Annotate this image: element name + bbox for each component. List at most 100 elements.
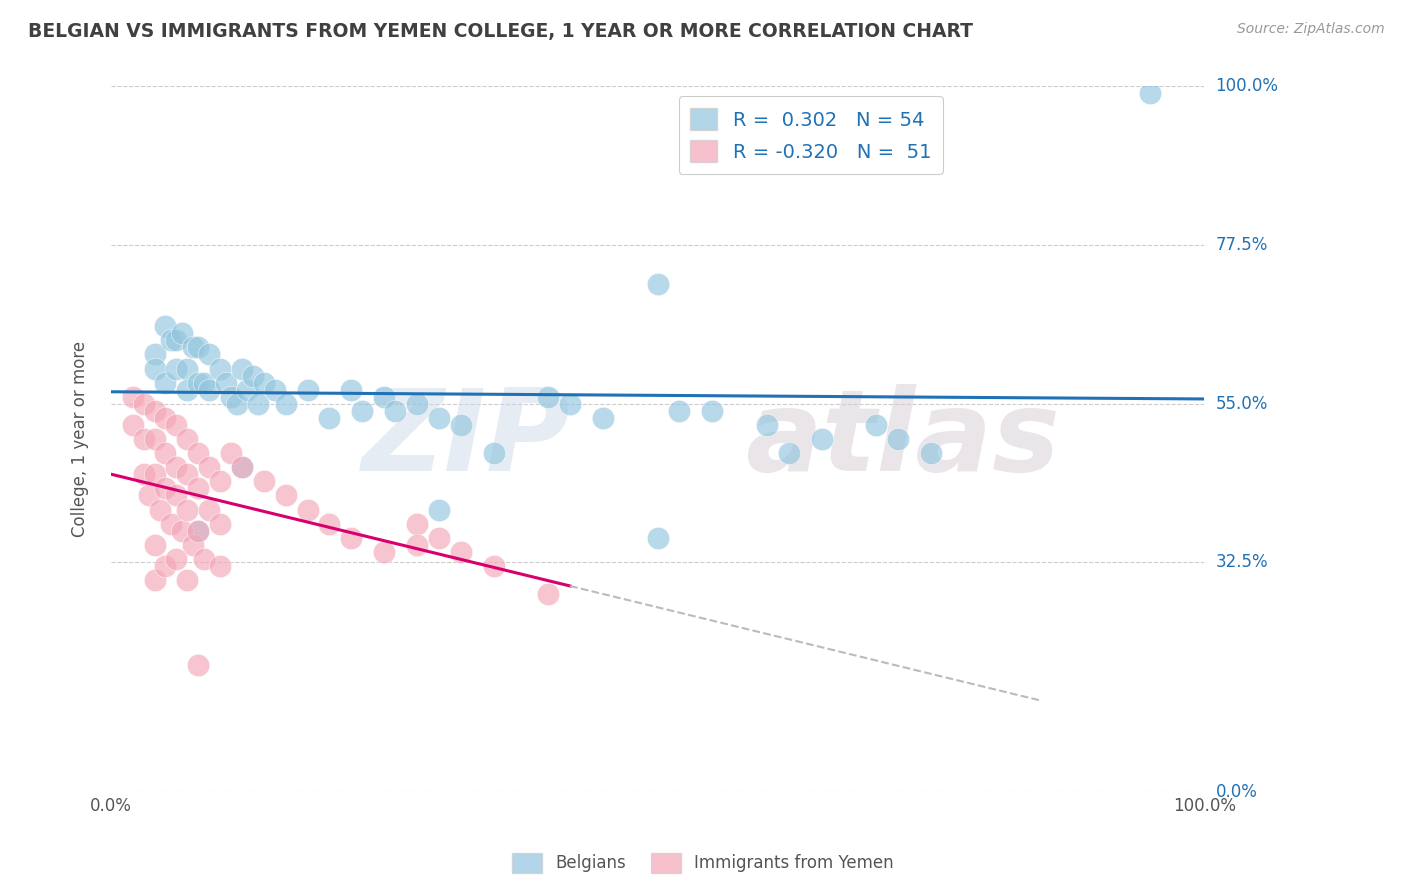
Point xyxy=(406,397,429,411)
Point xyxy=(592,411,614,425)
Point xyxy=(187,482,209,496)
Point xyxy=(187,446,209,460)
Point xyxy=(132,467,155,482)
Point xyxy=(138,488,160,502)
Point xyxy=(149,502,172,516)
Point xyxy=(373,545,395,559)
Text: 0.0%: 0.0% xyxy=(1216,782,1257,801)
Text: atlas: atlas xyxy=(745,384,1060,494)
Point xyxy=(121,390,143,404)
Point xyxy=(647,277,669,291)
Point xyxy=(132,432,155,446)
Legend: R =  0.302   N = 54, R = -0.320   N =  51: R = 0.302 N = 54, R = -0.320 N = 51 xyxy=(679,96,943,174)
Point xyxy=(253,376,276,390)
Point xyxy=(143,361,166,376)
Point xyxy=(668,404,690,418)
Point xyxy=(176,467,198,482)
Point xyxy=(155,411,177,425)
Point xyxy=(231,361,253,376)
Point xyxy=(155,319,177,334)
Point xyxy=(219,390,242,404)
Point xyxy=(187,376,209,390)
Point xyxy=(155,482,177,496)
Point xyxy=(647,531,669,545)
Point xyxy=(427,411,450,425)
Point xyxy=(242,368,264,383)
Point xyxy=(193,376,215,390)
Point xyxy=(181,340,204,354)
Point xyxy=(450,545,472,559)
Point xyxy=(778,446,800,460)
Text: Source: ZipAtlas.com: Source: ZipAtlas.com xyxy=(1237,22,1385,37)
Point xyxy=(187,657,209,672)
Point xyxy=(209,516,232,531)
Point xyxy=(231,460,253,475)
Point xyxy=(165,361,187,376)
Point xyxy=(160,334,183,348)
Legend: Belgians, Immigrants from Yemen: Belgians, Immigrants from Yemen xyxy=(505,847,901,880)
Y-axis label: College, 1 year or more: College, 1 year or more xyxy=(72,341,89,537)
Point xyxy=(406,516,429,531)
Point xyxy=(865,417,887,432)
Point xyxy=(181,538,204,552)
Point xyxy=(231,460,253,475)
Point xyxy=(209,361,232,376)
Point xyxy=(219,446,242,460)
Point xyxy=(274,397,297,411)
Point xyxy=(263,383,285,397)
Point xyxy=(225,397,247,411)
Point xyxy=(187,524,209,538)
Point xyxy=(537,587,560,601)
Point xyxy=(450,417,472,432)
Text: ZIP: ZIP xyxy=(361,384,569,494)
Point xyxy=(143,573,166,587)
Point xyxy=(198,460,221,475)
Point xyxy=(155,559,177,574)
Point xyxy=(209,559,232,574)
Point xyxy=(384,404,406,418)
Point xyxy=(132,397,155,411)
Point xyxy=(165,488,187,502)
Point xyxy=(176,432,198,446)
Text: 55.0%: 55.0% xyxy=(1216,395,1268,413)
Point xyxy=(121,417,143,432)
Point xyxy=(143,404,166,418)
Point xyxy=(165,334,187,348)
Point xyxy=(176,361,198,376)
Text: 77.5%: 77.5% xyxy=(1216,236,1268,254)
Point xyxy=(165,460,187,475)
Point xyxy=(340,383,363,397)
Point xyxy=(427,502,450,516)
Point xyxy=(193,552,215,566)
Point xyxy=(187,524,209,538)
Point xyxy=(198,502,221,516)
Point xyxy=(214,376,236,390)
Point xyxy=(253,475,276,489)
Point xyxy=(373,390,395,404)
Point xyxy=(160,516,183,531)
Point xyxy=(170,326,193,341)
Point xyxy=(427,531,450,545)
Point xyxy=(176,502,198,516)
Point xyxy=(155,376,177,390)
Point xyxy=(143,347,166,361)
Point xyxy=(482,446,505,460)
Point xyxy=(1139,87,1161,101)
Point xyxy=(920,446,942,460)
Point xyxy=(297,383,319,397)
Text: 32.5%: 32.5% xyxy=(1216,554,1268,572)
Point xyxy=(170,524,193,538)
Text: 100.0%: 100.0% xyxy=(1216,78,1278,95)
Point xyxy=(318,411,340,425)
Point xyxy=(755,417,778,432)
Point xyxy=(198,383,221,397)
Point xyxy=(482,559,505,574)
Point xyxy=(318,516,340,531)
Point xyxy=(165,417,187,432)
Point xyxy=(297,502,319,516)
Point xyxy=(236,383,259,397)
Point xyxy=(537,390,560,404)
Point xyxy=(143,467,166,482)
Text: BELGIAN VS IMMIGRANTS FROM YEMEN COLLEGE, 1 YEAR OR MORE CORRELATION CHART: BELGIAN VS IMMIGRANTS FROM YEMEN COLLEGE… xyxy=(28,22,973,41)
Point xyxy=(187,340,209,354)
